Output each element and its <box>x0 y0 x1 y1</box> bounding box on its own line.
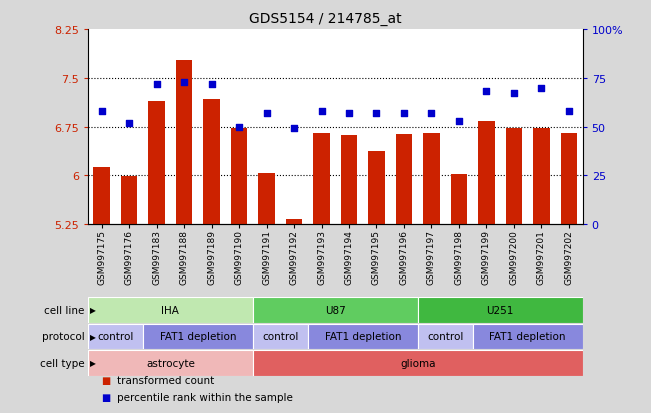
Point <box>426 110 437 117</box>
Point <box>96 108 107 115</box>
Bar <box>313 134 330 224</box>
Text: FAT1 depletion: FAT1 depletion <box>159 332 236 342</box>
Bar <box>258 173 275 224</box>
Text: FAT1 depletion: FAT1 depletion <box>490 332 566 342</box>
Point <box>316 108 327 115</box>
Point <box>152 81 162 88</box>
Bar <box>450 174 467 224</box>
Point <box>124 120 134 127</box>
Text: ■: ■ <box>101 392 110 402</box>
Point <box>454 118 464 125</box>
Text: IHA: IHA <box>161 305 179 315</box>
Text: ▶: ▶ <box>90 358 96 368</box>
Text: protocol: protocol <box>42 332 85 342</box>
Bar <box>473 324 583 349</box>
Bar <box>340 135 357 224</box>
Bar <box>176 61 192 224</box>
Text: U251: U251 <box>486 305 514 315</box>
Text: ▶: ▶ <box>90 332 96 341</box>
Text: control: control <box>262 332 298 342</box>
Point <box>508 91 519 97</box>
Bar <box>308 324 418 349</box>
Bar <box>533 128 549 224</box>
Bar <box>506 129 522 224</box>
Point <box>234 124 244 131</box>
Bar <box>88 324 143 349</box>
Point <box>344 110 354 117</box>
Bar <box>478 122 495 224</box>
Bar <box>418 324 473 349</box>
Point <box>289 126 299 133</box>
Text: astrocyte: astrocyte <box>146 358 195 368</box>
Bar <box>231 129 247 224</box>
Text: transformed count: transformed count <box>117 375 214 385</box>
Text: ▶: ▶ <box>90 306 96 315</box>
Point <box>564 108 574 115</box>
Bar <box>253 324 308 349</box>
Bar <box>148 101 165 224</box>
Bar <box>121 177 137 224</box>
Text: cell type: cell type <box>40 358 85 368</box>
Point <box>371 110 381 117</box>
Point <box>536 85 547 92</box>
Text: GDS5154 / 214785_at: GDS5154 / 214785_at <box>249 12 402 26</box>
Bar <box>143 324 253 349</box>
Bar <box>418 297 583 323</box>
Point <box>261 110 271 117</box>
Bar <box>253 350 583 376</box>
Point <box>179 79 189 86</box>
Text: ■: ■ <box>101 375 110 385</box>
Text: FAT1 depletion: FAT1 depletion <box>324 332 401 342</box>
Bar <box>253 297 418 323</box>
Bar <box>286 219 302 224</box>
Text: U87: U87 <box>325 305 346 315</box>
Bar <box>93 168 110 224</box>
Bar <box>396 135 412 224</box>
Bar <box>88 297 253 323</box>
Point <box>206 81 217 88</box>
Bar <box>561 134 577 224</box>
Text: glioma: glioma <box>400 358 436 368</box>
Point <box>481 89 492 95</box>
Bar <box>88 350 253 376</box>
Point <box>399 110 409 117</box>
Bar <box>423 134 439 224</box>
Text: control: control <box>97 332 133 342</box>
Text: cell line: cell line <box>44 305 85 315</box>
Text: percentile rank within the sample: percentile rank within the sample <box>117 392 293 402</box>
Text: control: control <box>427 332 464 342</box>
Bar <box>203 100 220 224</box>
Bar <box>368 151 385 224</box>
